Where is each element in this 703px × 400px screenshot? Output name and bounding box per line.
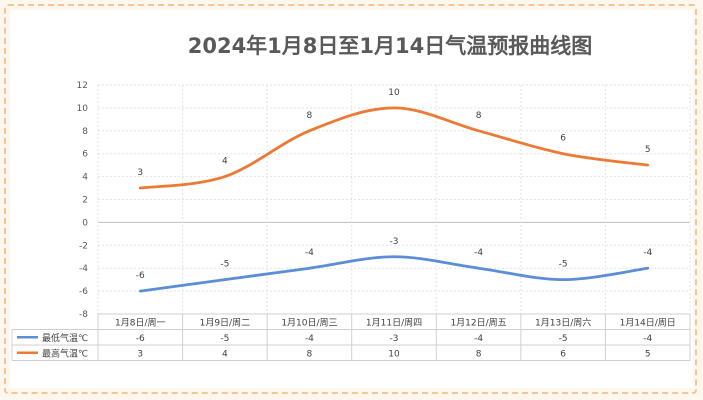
x-category-label: 1月13日/周六 (535, 316, 591, 328)
data-label: -6 (136, 271, 145, 281)
legend-label: 最低气温℃ (42, 332, 88, 344)
table-value: 8 (476, 349, 482, 359)
y-tick-label: 0 (82, 218, 88, 228)
data-label: 3 (137, 168, 143, 178)
data-label: -5 (559, 260, 568, 270)
y-tick-label: -6 (79, 287, 88, 297)
y-tick-label: 6 (82, 150, 88, 160)
grid-lines (97, 84, 691, 315)
table-value: 5 (645, 349, 651, 359)
y-tick-label: -2 (79, 241, 88, 251)
table-value: 3 (137, 349, 143, 359)
series-lines (138, 106, 650, 293)
table-value: -5 (559, 334, 568, 344)
data-label: 5 (645, 145, 651, 155)
table-value: -4 (643, 334, 652, 344)
data-label: -3 (390, 237, 399, 247)
data-label: -4 (474, 248, 483, 258)
data-label: -4 (643, 248, 652, 258)
page-border (4, 4, 697, 394)
table-value: 10 (388, 349, 400, 359)
y-tick-label: 8 (82, 127, 88, 137)
y-tick-label: 2 (82, 196, 88, 206)
x-category-label: 1月9日/周二 (200, 317, 251, 328)
table-value: 6 (560, 349, 566, 359)
data-label: -4 (305, 248, 314, 258)
data-label: 10 (388, 88, 400, 98)
x-category-label: 1月8日/周一 (115, 317, 166, 328)
legend-label: 最高气温℃ (42, 347, 88, 359)
data-label: 8 (476, 111, 482, 121)
table-value: 4 (222, 349, 228, 359)
y-tick-label: 12 (77, 81, 88, 91)
chart-title: 2024年1月8日至1月14日气温预报曲线图 (188, 34, 593, 58)
y-tick-label: -4 (79, 264, 88, 274)
y-axis: 12 10 8 6 4 2 0 -2 -4 -6 -8 (77, 81, 89, 320)
data-label: -5 (220, 260, 229, 270)
x-category-label: 1月11日/周四 (366, 317, 422, 328)
series-line-1 (138, 106, 650, 190)
data-label: 8 (307, 111, 313, 121)
series-line-0 (138, 255, 650, 293)
table-value: -5 (220, 334, 229, 344)
table-value: -4 (305, 334, 314, 344)
x-category-label: 1月14日/周日 (620, 317, 676, 328)
table-value: -6 (136, 334, 145, 344)
table-value: 8 (307, 349, 313, 359)
x-category-label: 1月12日/周五 (450, 317, 506, 328)
data-label: 4 (222, 157, 228, 167)
table-value: -3 (390, 334, 399, 344)
x-category-label: 1月10日/周三 (281, 317, 337, 328)
data-table: 1月8日/周一 1月9日/周二 1月10日/周三 1月11日/周四 1月12日/周五 1月… (11, 313, 691, 361)
data-labels: -6 -5 -4 -3 -4 -5 -4 3 4 8 10 8 6 5 (136, 88, 653, 281)
data-label: 6 (560, 134, 566, 144)
y-tick-label: 4 (82, 173, 88, 183)
y-tick-label: 10 (77, 104, 89, 114)
table-value: -4 (474, 334, 483, 344)
y-tick-label: -8 (79, 310, 88, 320)
